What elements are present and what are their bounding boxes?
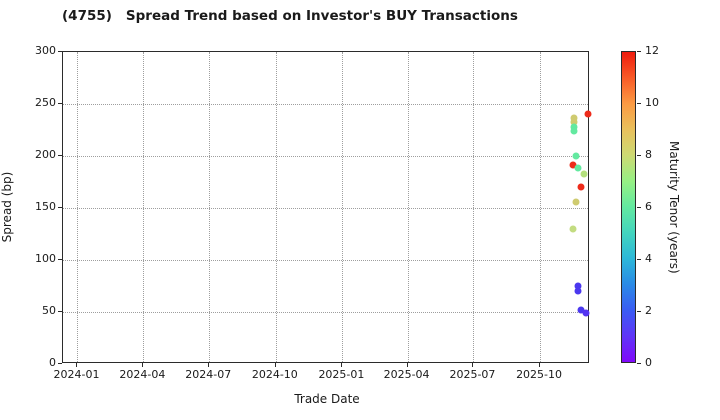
data-point	[570, 123, 578, 131]
colorbar-tick-label: 8	[645, 148, 652, 161]
data-point	[570, 127, 578, 135]
colorbar-label: Maturity Tenor (years)	[667, 141, 681, 274]
x-tick-mark	[406, 363, 408, 367]
x-tick-label: 2025-07	[449, 368, 496, 381]
data-point	[572, 152, 580, 160]
colorbar-tick-mark	[637, 103, 641, 104]
colorbar-tick-label: 2	[645, 304, 652, 317]
v-gridline	[540, 52, 542, 362]
data-point	[570, 118, 578, 126]
colorbar-tick-mark	[637, 259, 641, 260]
plot-area	[62, 51, 592, 363]
colorbar-tick-mark	[637, 311, 641, 312]
v-gridline	[275, 52, 277, 362]
x-tick-label: 2025-01	[318, 368, 365, 381]
data-point	[580, 170, 588, 178]
x-tick-mark	[142, 363, 144, 367]
colorbar-tick-mark	[637, 51, 641, 52]
h-gridline	[63, 260, 588, 261]
x-tick-label: 2025-10	[516, 368, 563, 381]
x-tick-label: 2024-01	[53, 368, 100, 381]
data-point	[570, 114, 578, 122]
y-tick-label: 0	[49, 356, 56, 369]
data-point	[574, 282, 582, 290]
y-tick-label: 200	[35, 148, 56, 161]
x-axis-label: Trade Date	[294, 392, 360, 406]
y-tick-mark	[58, 102, 62, 104]
colorbar-tick-label: 6	[645, 200, 652, 213]
v-gridline	[473, 52, 475, 362]
colorbar-tick-label: 4	[645, 252, 652, 265]
colorbar-tick-mark	[637, 207, 641, 208]
x-tick-mark	[341, 363, 343, 367]
x-tick-label: 2025-04	[383, 368, 430, 381]
data-point	[572, 198, 580, 206]
x-tick-mark	[274, 363, 276, 367]
y-tick-label: 50	[42, 304, 56, 317]
y-tick-mark	[58, 154, 62, 156]
x-tick-mark	[539, 363, 541, 367]
colorbar-tick-label: 10	[645, 96, 659, 109]
v-gridline	[209, 52, 211, 362]
chart-title: (4755) Spread Trend based on Investor's B…	[62, 8, 518, 26]
y-tick-mark	[58, 50, 62, 52]
data-point	[569, 161, 577, 169]
h-gridline	[63, 104, 588, 105]
h-gridline	[63, 156, 588, 157]
colorbar-tick-mark	[637, 363, 641, 364]
y-tick-mark	[58, 206, 62, 208]
colorbar-tick-label: 0	[645, 356, 652, 369]
data-point	[582, 309, 590, 317]
v-gridline	[342, 52, 344, 362]
chart-title-text: Spread Trend based on Investor's BUY Tra…	[125, 8, 518, 24]
y-tick-label: 300	[35, 44, 56, 57]
x-tick-mark	[76, 363, 78, 367]
colorbar	[621, 51, 636, 363]
h-gridline	[63, 312, 588, 313]
data-point	[577, 306, 585, 314]
colorbar-tick-label: 12	[645, 44, 659, 57]
h-gridline	[63, 208, 588, 209]
y-tick-mark	[58, 362, 62, 364]
chart-title-code: (4755)	[62, 8, 112, 24]
colorbar-tick-mark	[637, 155, 641, 156]
y-tick-label: 100	[35, 252, 56, 265]
data-point	[574, 287, 582, 295]
y-tick-label: 150	[35, 200, 56, 213]
x-tick-mark	[208, 363, 210, 367]
x-tick-label: 2024-07	[185, 368, 232, 381]
x-tick-label: 2024-10	[251, 368, 298, 381]
y-tick-mark	[58, 258, 62, 260]
y-tick-mark	[58, 310, 62, 312]
v-gridline	[77, 52, 79, 362]
y-tick-label: 250	[35, 96, 56, 109]
data-point	[584, 110, 592, 118]
v-gridline	[407, 52, 409, 362]
data-point	[569, 225, 577, 233]
x-tick-mark	[472, 363, 474, 367]
v-gridline	[143, 52, 145, 362]
data-point	[577, 183, 585, 191]
x-tick-label: 2024-04	[119, 368, 166, 381]
data-point	[574, 164, 582, 172]
